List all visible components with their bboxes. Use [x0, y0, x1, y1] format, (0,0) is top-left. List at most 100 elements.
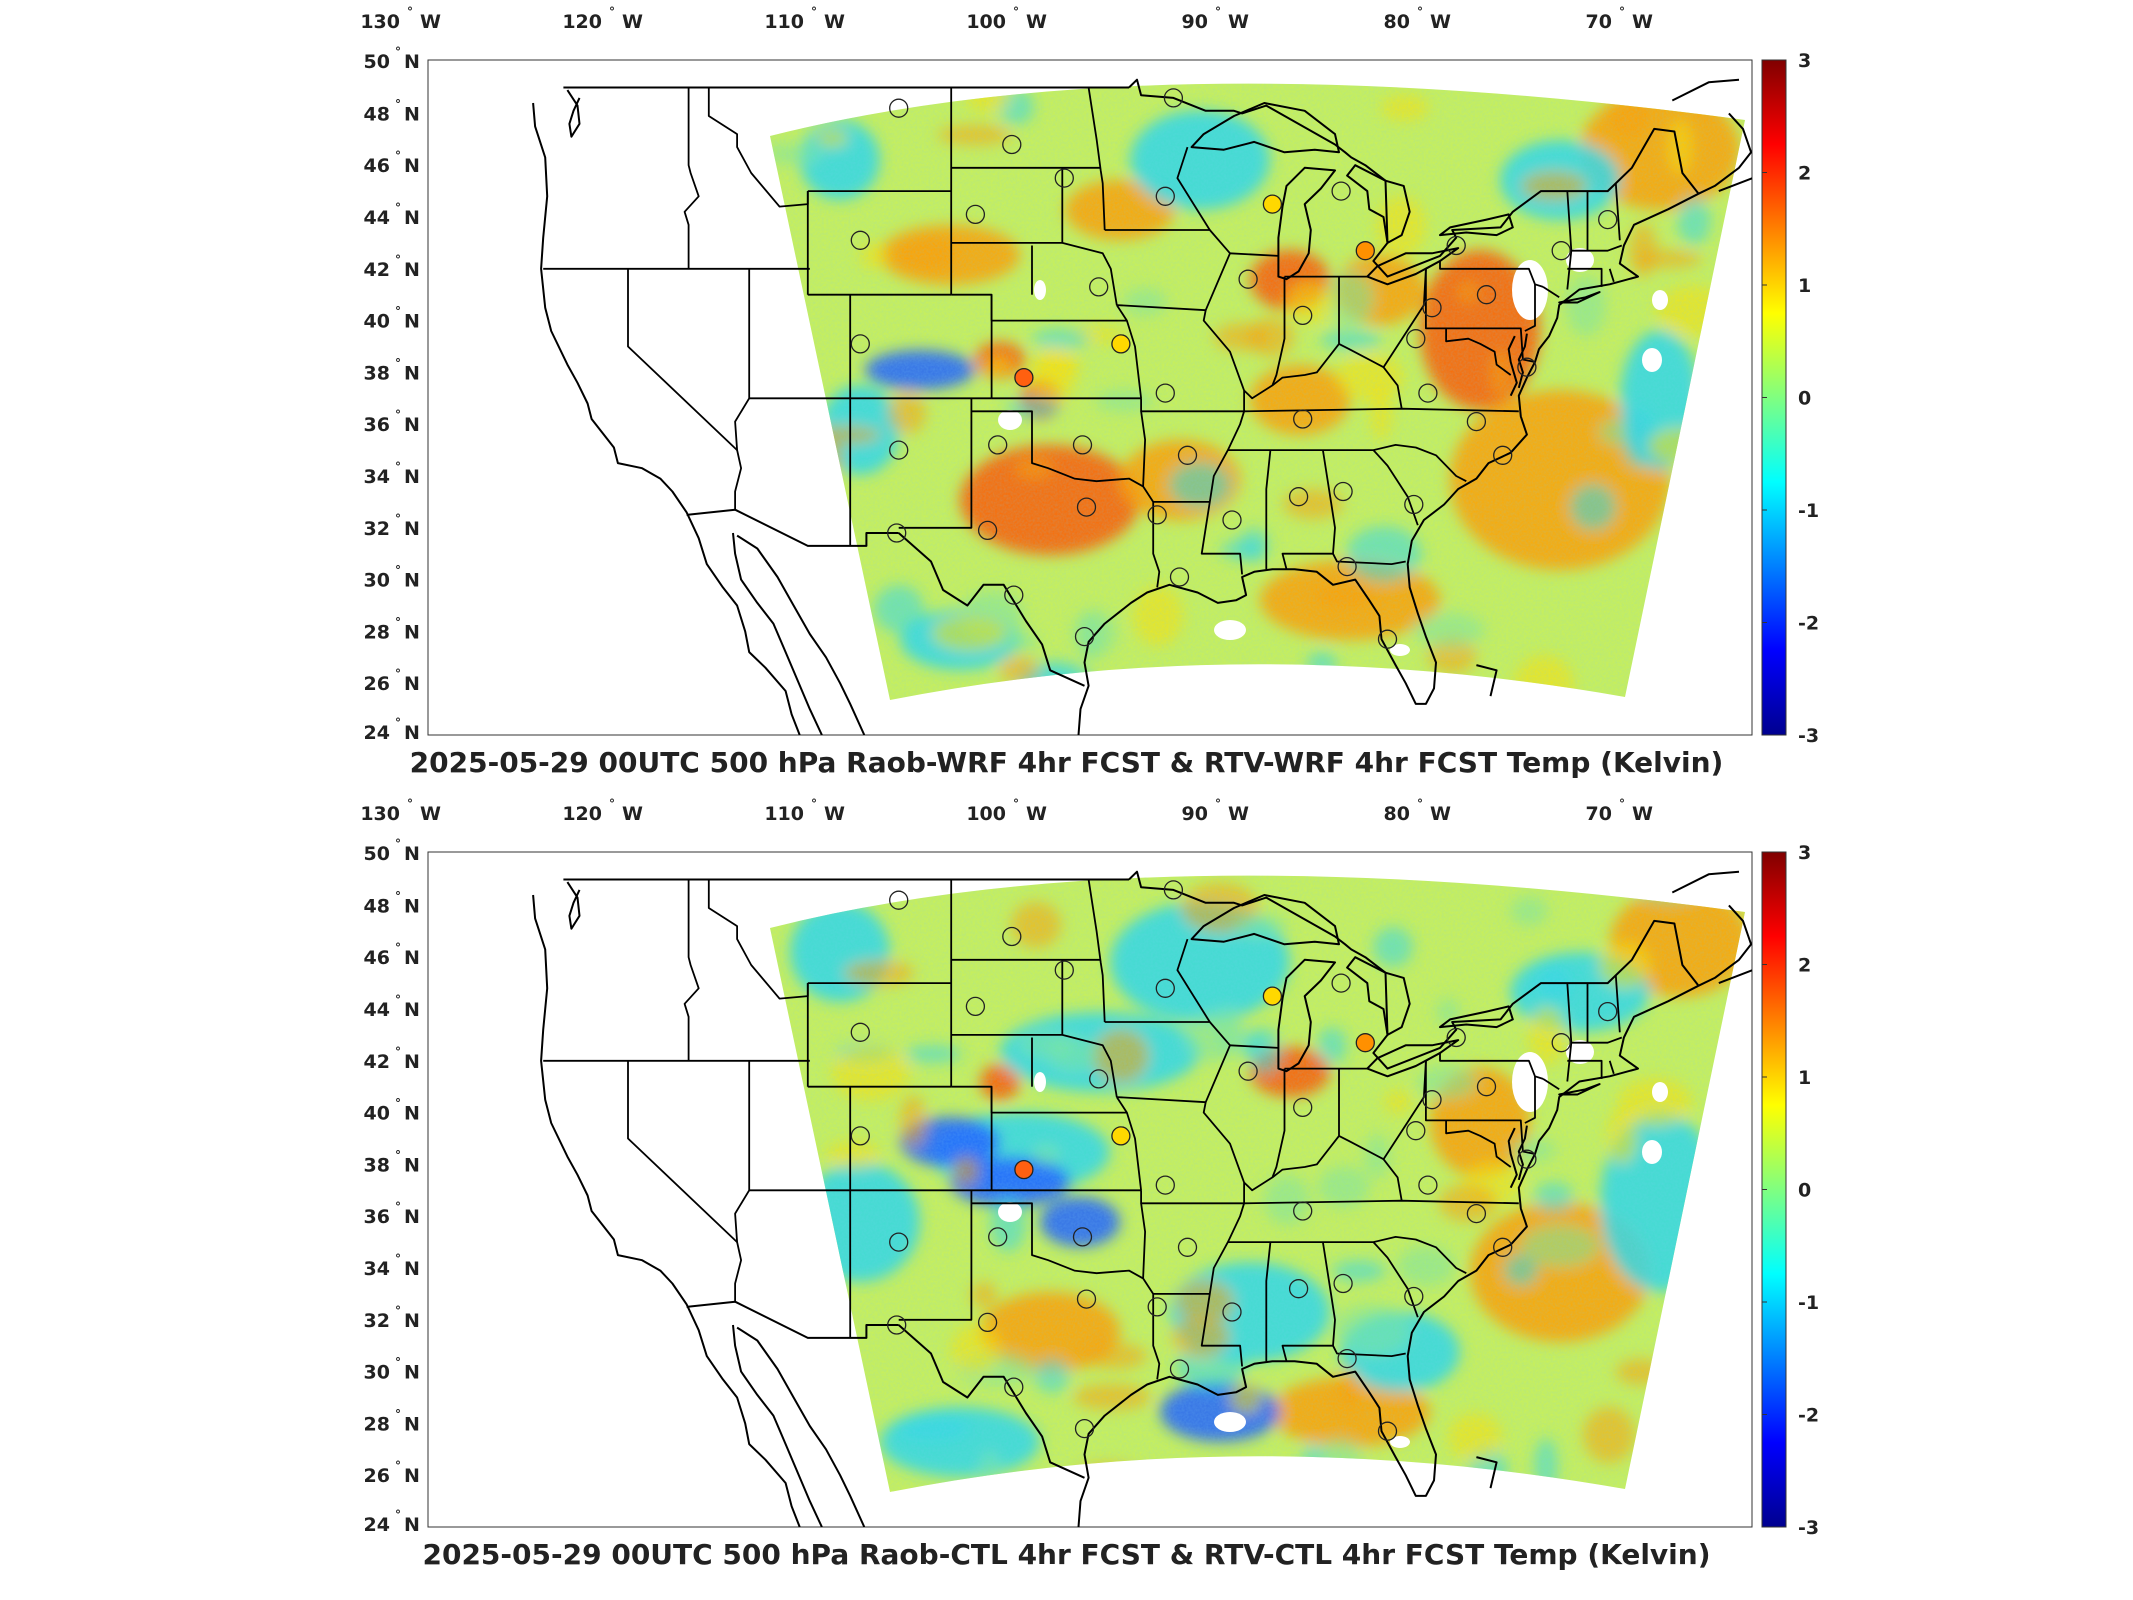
station-marker: [988, 1227, 1008, 1247]
station-marker: [988, 435, 1008, 455]
svg-text:N: N: [404, 947, 420, 969]
svg-text:44: 44: [364, 207, 390, 229]
svg-text:34: 34: [364, 466, 390, 488]
lon-tick-label: 90 ° W: [1182, 5, 1249, 33]
station-marker: [850, 230, 870, 250]
svg-text:°: °: [407, 797, 413, 811]
svg-text:N: N: [404, 1514, 420, 1536]
station-marker: [850, 1126, 870, 1146]
station-marker: [1418, 383, 1438, 403]
station-marker: [1163, 880, 1184, 900]
svg-text:N: N: [404, 570, 420, 592]
svg-text:°: °: [395, 993, 401, 1007]
station-marker: [1262, 194, 1283, 214]
station-marker: [1406, 329, 1426, 349]
svg-text:°: °: [395, 1459, 401, 1473]
station-marker: [1111, 1126, 1131, 1146]
svg-text:90: 90: [1182, 11, 1208, 33]
svg-text:°: °: [395, 1407, 401, 1421]
lat-tick-label: 50 ° N: [364, 837, 420, 865]
svg-text:32: 32: [364, 1310, 390, 1332]
station-marker: [1422, 1090, 1442, 1110]
svg-text:N: N: [404, 518, 420, 540]
svg-text:°: °: [395, 1045, 401, 1059]
station-marker: [1014, 1159, 1034, 1180]
svg-text:°: °: [395, 45, 401, 59]
svg-text:N: N: [404, 1362, 420, 1384]
svg-text:°: °: [395, 1097, 401, 1111]
lon-tick-label: 100 ° W: [966, 797, 1047, 825]
station-marker: [1177, 1237, 1198, 1257]
lat-tick-label: 36 ° N: [364, 1200, 420, 1228]
station-marker: [1111, 334, 1131, 354]
svg-text:°: °: [395, 460, 401, 474]
svg-text:W: W: [1430, 11, 1451, 33]
svg-text:°: °: [395, 564, 401, 578]
boundaries: [532, 870, 1752, 1527]
station-marker: [1517, 357, 1537, 377]
lon-tick-label: 130 ° W: [360, 797, 441, 825]
lat-tick-label: 38 ° N: [364, 356, 420, 384]
station-marker: [1493, 1237, 1513, 1257]
station-marker: [1074, 1418, 1095, 1439]
station-marker: [1054, 168, 1074, 188]
lon-tick-label: 120 ° W: [562, 5, 643, 33]
station-marker: [1551, 1033, 1571, 1053]
station-marker: [1476, 285, 1497, 305]
station-marker: [1404, 494, 1424, 515]
station-marker: [1054, 960, 1074, 980]
station-marker: [1074, 626, 1095, 647]
svg-text:°: °: [1215, 5, 1221, 19]
station-marker: [1155, 383, 1175, 403]
svg-text:90: 90: [1182, 803, 1208, 825]
svg-text:N: N: [404, 466, 420, 488]
station-marker: [1333, 481, 1353, 502]
lat-tick-label: 42 ° N: [364, 1045, 420, 1073]
map-title-bottom: 2025-05-29 00UTC 500 hPa Raob-CTL 4hr FC…: [422, 1538, 1711, 1571]
lon-tick-label: 110 ° W: [764, 5, 845, 33]
station-marker: [887, 1315, 907, 1335]
svg-text:°: °: [395, 667, 401, 681]
lat-tick-label: 40 ° N: [364, 1097, 420, 1125]
lat-tick-label: 50 ° N: [364, 45, 420, 73]
svg-text:48: 48: [364, 103, 390, 125]
station-marker: [1293, 305, 1313, 326]
svg-text:26: 26: [364, 1465, 390, 1487]
station-marker: [1331, 973, 1351, 993]
svg-text:W: W: [1228, 803, 1249, 825]
svg-text:30: 30: [364, 570, 390, 592]
station-marker: [889, 440, 909, 460]
map-figure-bottom: 130 ° W 120 ° W 110 ° W 100 ° W 90 ° W 80 ° W 70 ° W50 ° N48 ° N…: [360, 797, 1819, 1539]
colorbar-tick-label: -2: [1798, 613, 1819, 635]
svg-text:N: N: [404, 1103, 420, 1125]
lat-tick-label: 44 ° N: [364, 201, 420, 229]
svg-text:110: 110: [764, 11, 804, 33]
station-marker: [977, 1312, 998, 1333]
map-panel-bottom: 130 ° W 120 ° W 110 ° W 100 ° W 90 ° W 80 ° W 70 ° W 50 ° N 48 ° N…: [0, 792, 2133, 1592]
svg-text:°: °: [395, 408, 401, 422]
station-marker: [1147, 1297, 1167, 1317]
svg-text:38: 38: [364, 362, 390, 384]
svg-text:130: 130: [360, 11, 400, 33]
station-marker: [1169, 567, 1190, 587]
svg-text:W: W: [420, 11, 441, 33]
station-marker: [1598, 209, 1618, 230]
raob-stations: [850, 880, 1618, 1441]
svg-text:N: N: [404, 155, 420, 177]
svg-text:N: N: [404, 1154, 420, 1176]
svg-text:130: 130: [360, 803, 400, 825]
lat-tick-label: 44 ° N: [364, 993, 420, 1021]
svg-text:°: °: [1417, 5, 1423, 19]
station-marker: [1155, 978, 1175, 998]
svg-text:W: W: [622, 11, 643, 33]
station-marker: [1418, 1175, 1438, 1195]
boundaries: [532, 78, 1752, 735]
svg-text:N: N: [404, 207, 420, 229]
svg-text:100: 100: [966, 803, 1006, 825]
svg-text:N: N: [404, 1051, 420, 1073]
lat-tick-label: 34 ° N: [364, 1252, 420, 1280]
station-marker: [1331, 181, 1351, 201]
svg-text:40: 40: [364, 311, 390, 333]
lon-tick-label: 70 ° W: [1586, 5, 1653, 33]
svg-text:°: °: [395, 889, 401, 903]
